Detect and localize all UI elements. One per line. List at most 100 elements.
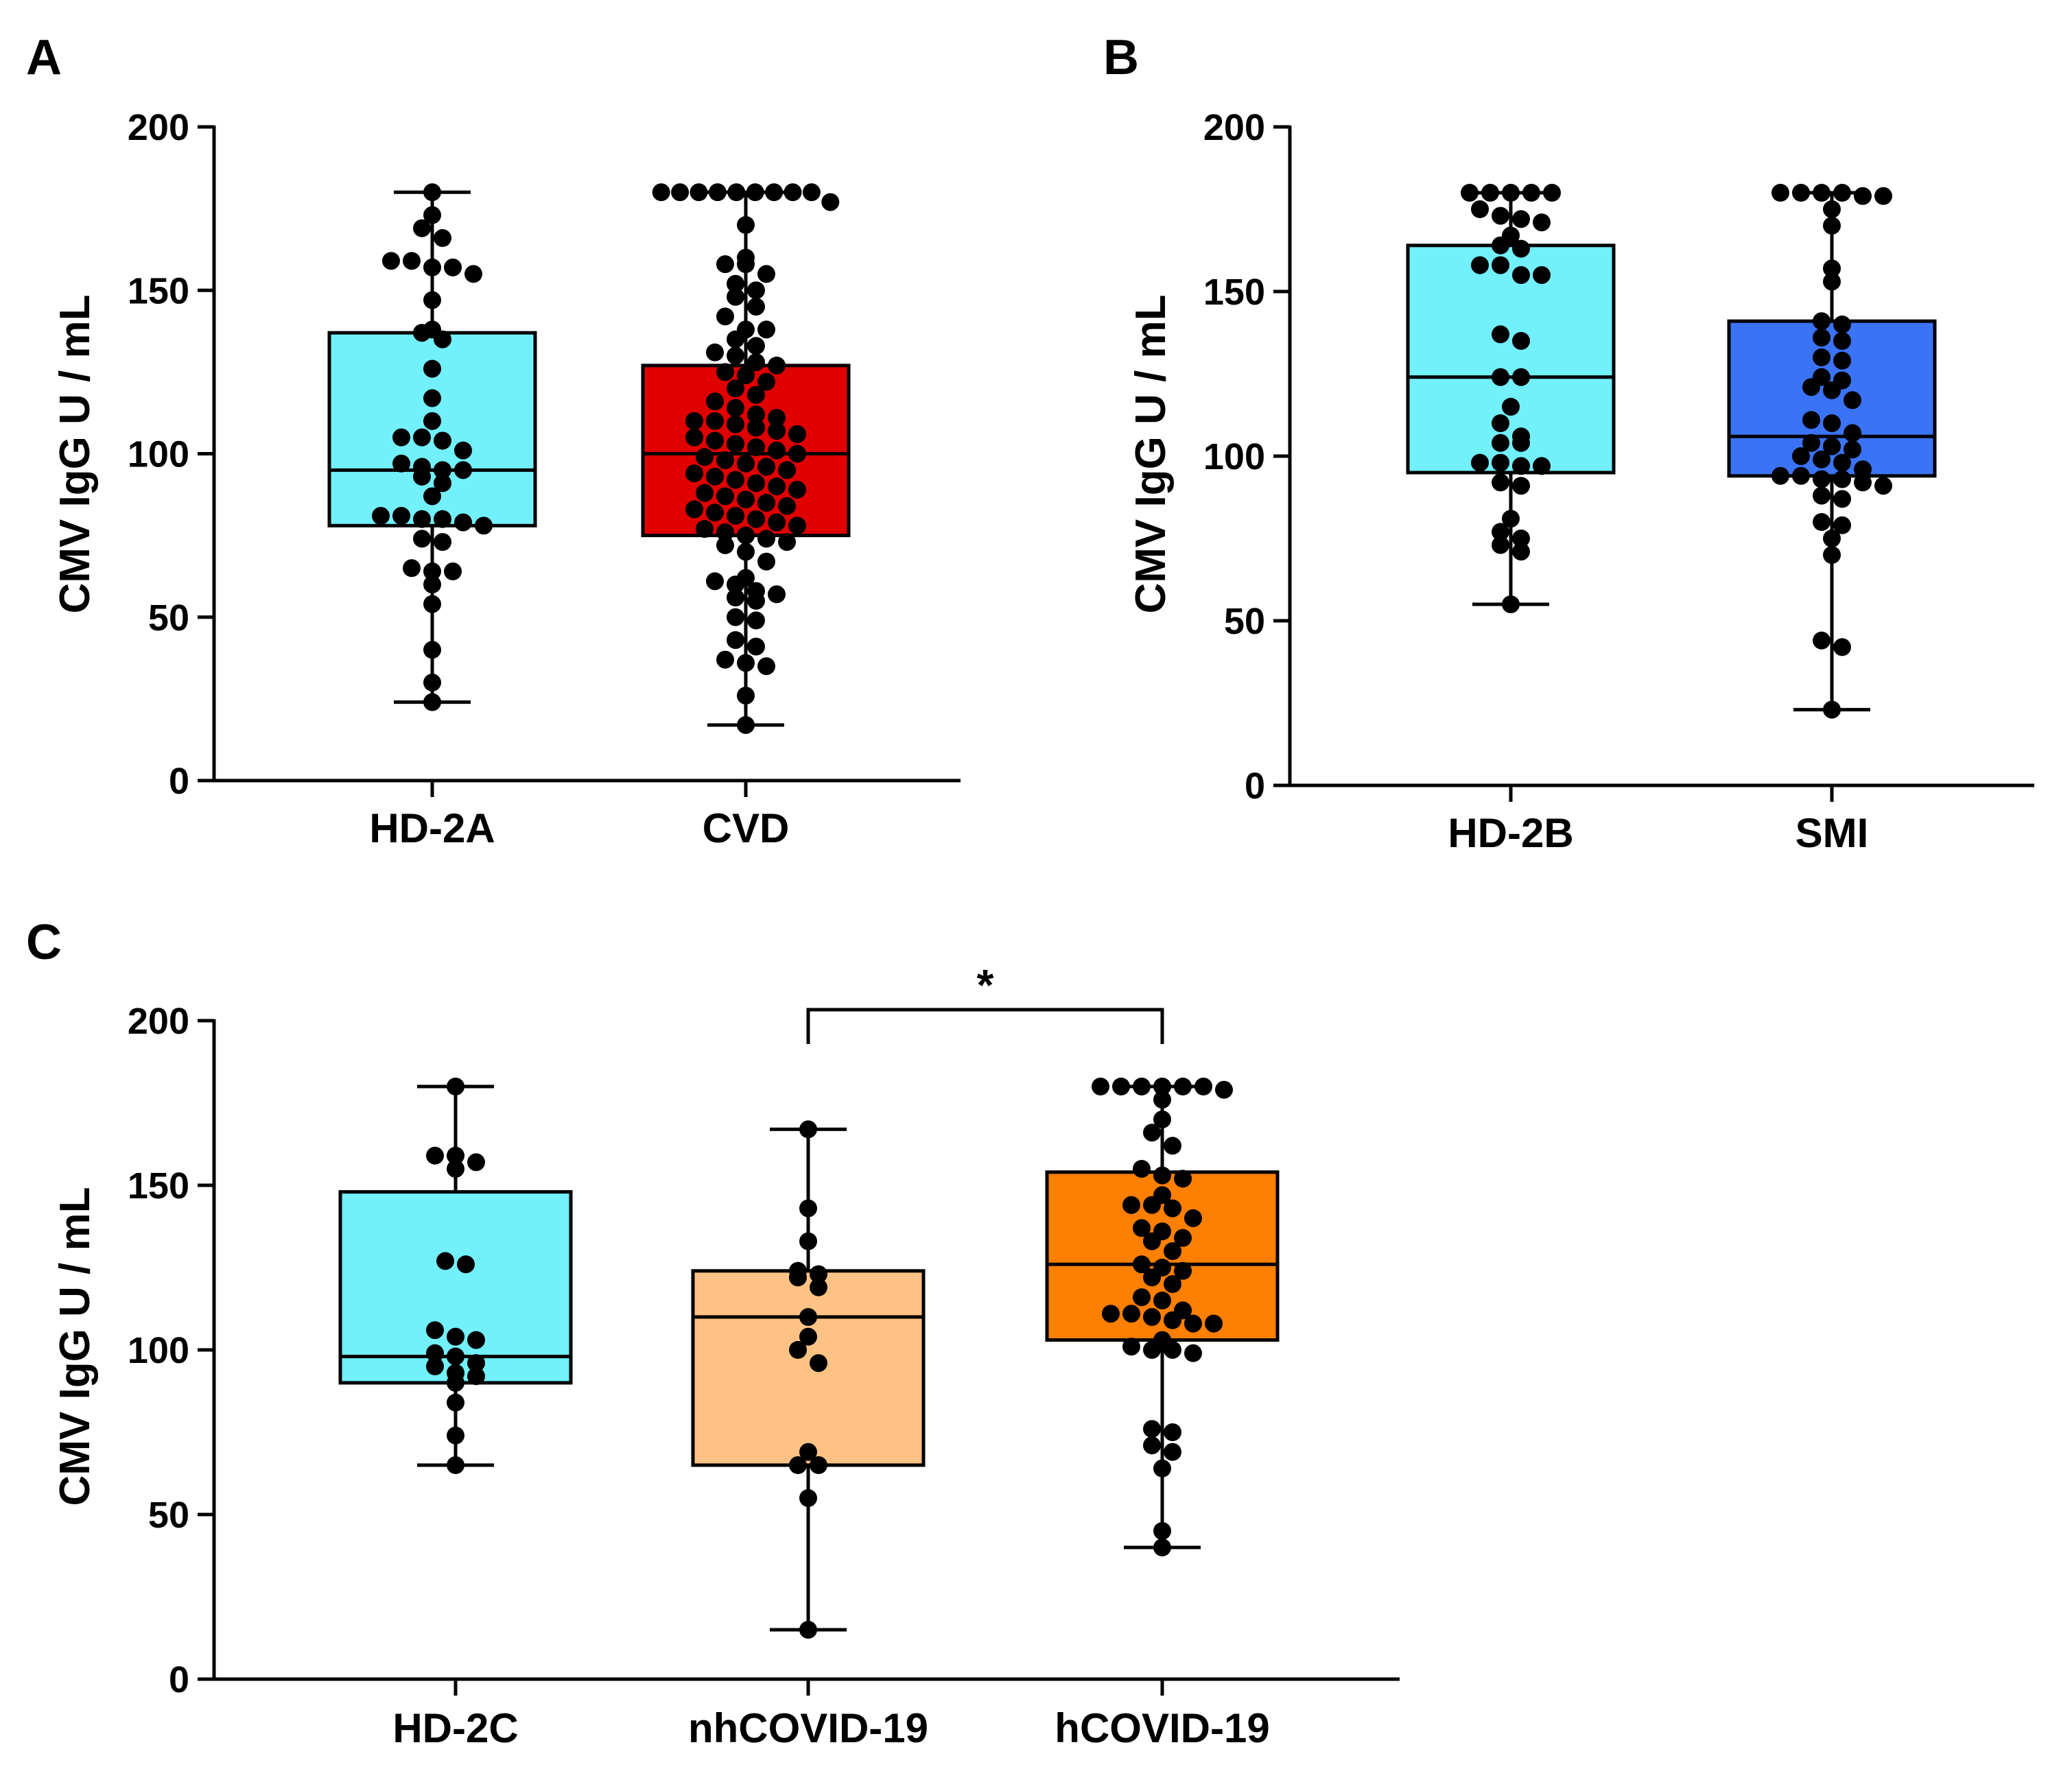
- data-point: [747, 474, 765, 492]
- data-point: [789, 1268, 807, 1287]
- data-point: [716, 523, 734, 541]
- data-point: [737, 490, 755, 509]
- data-point: [392, 428, 410, 447]
- data-point: [1823, 272, 1841, 291]
- data-point: [1492, 523, 1509, 541]
- data-point: [1492, 473, 1509, 492]
- data-point: [423, 562, 441, 581]
- data-point: [434, 461, 451, 479]
- data-point: [746, 183, 764, 202]
- data-point: [423, 258, 441, 276]
- data-point: [1813, 470, 1830, 488]
- data-point: [1874, 477, 1892, 495]
- data-point: [747, 337, 765, 355]
- data-point: [1174, 1170, 1192, 1188]
- data-point: [1143, 1341, 1161, 1359]
- data-point: [1153, 1111, 1171, 1128]
- y-tick-label: 0: [169, 761, 189, 802]
- data-point: [737, 255, 755, 274]
- x-category-label: HD-2A: [369, 805, 495, 851]
- x-category-label: hCOVID-19: [1055, 1705, 1269, 1751]
- box-hd-2b: [1406, 244, 1616, 475]
- data-point: [1205, 1314, 1223, 1333]
- data-point: [1164, 1442, 1181, 1461]
- data-point: [706, 343, 724, 361]
- data-point: [1153, 1292, 1171, 1309]
- data-point: [768, 409, 786, 427]
- data-point: [1122, 1305, 1140, 1323]
- data-point: [799, 1442, 817, 1461]
- data-point: [1771, 466, 1789, 485]
- data-point: [821, 193, 840, 211]
- data-point: [1122, 1338, 1140, 1356]
- data-point: [737, 366, 755, 385]
- y-tick-label: 100: [128, 434, 189, 475]
- data-point: [413, 219, 431, 237]
- data-point: [1844, 440, 1861, 459]
- data-point: [1823, 700, 1841, 719]
- data-point: [1512, 457, 1530, 475]
- data-point: [447, 1347, 464, 1366]
- data-point: [1823, 414, 1841, 432]
- data-point: [757, 657, 775, 676]
- data-point: [1174, 1261, 1192, 1280]
- x-category-label: SMI: [1796, 810, 1869, 856]
- data-point: [1492, 256, 1509, 274]
- data-point: [1813, 312, 1830, 331]
- data-point: [747, 418, 765, 437]
- data-point: [392, 454, 410, 473]
- data-point: [810, 1265, 827, 1283]
- data-point: [685, 464, 703, 483]
- data-point: [382, 252, 400, 270]
- data-point: [1502, 595, 1520, 613]
- data-point: [685, 428, 703, 447]
- data-point: [1833, 490, 1851, 508]
- data-point: [1492, 206, 1509, 225]
- data-point: [747, 385, 765, 404]
- data-point: [1813, 631, 1830, 650]
- data-point: [1492, 414, 1509, 432]
- data-point: [716, 255, 734, 274]
- data-point: [447, 1160, 464, 1178]
- data-point: [1512, 543, 1530, 561]
- data-point: [799, 1120, 817, 1139]
- data-point: [413, 428, 431, 447]
- data-point: [1143, 1196, 1161, 1214]
- data-point: [1502, 398, 1520, 416]
- data-point: [1143, 1420, 1161, 1438]
- y-tick-label: 200: [1203, 107, 1265, 148]
- data-point: [1792, 466, 1810, 485]
- panel-b: B CMV IgG U / mL 0 50 100 150 200 HD-2B SMI: [1103, 30, 2034, 856]
- data-point: [1492, 236, 1509, 254]
- data-point: [1533, 457, 1551, 475]
- data-point: [737, 454, 755, 473]
- data-point: [423, 487, 441, 506]
- data-point: [788, 444, 806, 463]
- data-point: [434, 330, 451, 348]
- data-point: [727, 415, 744, 434]
- data-point: [467, 1367, 485, 1386]
- y-axis-title: CMV IgG U / mL: [51, 295, 99, 614]
- data-point: [1092, 1078, 1109, 1095]
- data-point: [423, 389, 441, 407]
- data-point: [1813, 348, 1830, 366]
- data-point: [768, 513, 786, 532]
- data-point: [1802, 378, 1820, 396]
- data-point: [1184, 1209, 1202, 1227]
- data-point: [1823, 217, 1841, 235]
- data-point: [403, 559, 421, 578]
- data-point: [447, 1374, 464, 1392]
- data-point: [737, 715, 755, 734]
- y-tick-label: 50: [148, 597, 189, 639]
- data-point: [727, 183, 746, 202]
- data-point: [716, 451, 734, 470]
- data-point: [727, 287, 744, 306]
- data-point: [706, 392, 724, 411]
- data-point: [696, 520, 714, 538]
- x-category-label: HD-2B: [1448, 810, 1573, 856]
- significance-bracket: [806, 1008, 1164, 1044]
- data-point: [768, 441, 786, 460]
- data-point: [434, 229, 451, 248]
- data-point: [1471, 256, 1489, 274]
